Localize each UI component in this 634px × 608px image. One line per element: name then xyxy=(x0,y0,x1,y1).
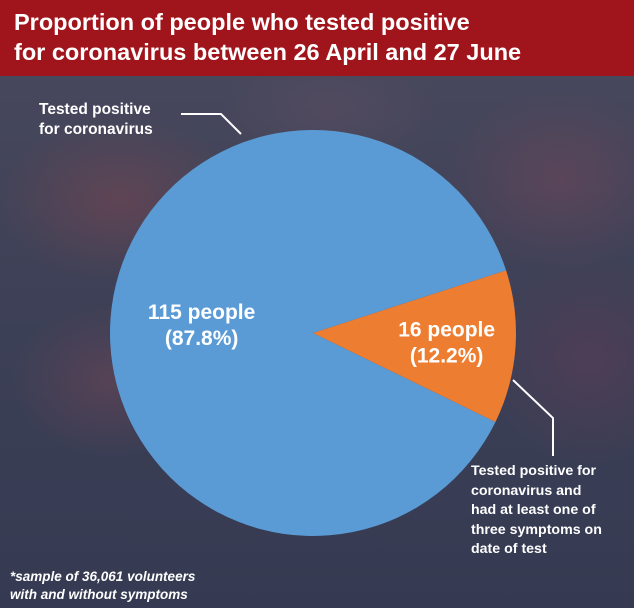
footnote-text: *sample of 36,061 volunteers with and wi… xyxy=(10,569,196,602)
chart-title: Proportion of people who tested positive… xyxy=(14,9,522,65)
main-slice-data-label-1: 115 people xyxy=(148,301,255,324)
pie-slice-small xyxy=(313,270,516,422)
small-slice-data-label-1: 16 people xyxy=(398,318,495,341)
footnote: *sample of 36,061 volunteers with and wi… xyxy=(10,568,310,604)
leader-line-small xyxy=(512,379,554,456)
callout-small-slice: Tested positive for coronavirus and had … xyxy=(471,462,631,560)
callout-small-text: Tested positive for coronavirus and had … xyxy=(471,463,602,557)
title-banner: Proportion of people who tested positive… xyxy=(0,0,634,76)
main-slice-data-label-2: (87.8%) xyxy=(165,327,239,350)
callout-main-slice: Tested positive for coronavirus xyxy=(39,100,239,140)
small-slice-data-label-2: (12.2%) xyxy=(410,344,484,367)
callout-main-text: Tested positive for coronavirus xyxy=(39,101,153,138)
pie-slice-main xyxy=(109,130,507,537)
leader-line-main xyxy=(181,113,242,135)
